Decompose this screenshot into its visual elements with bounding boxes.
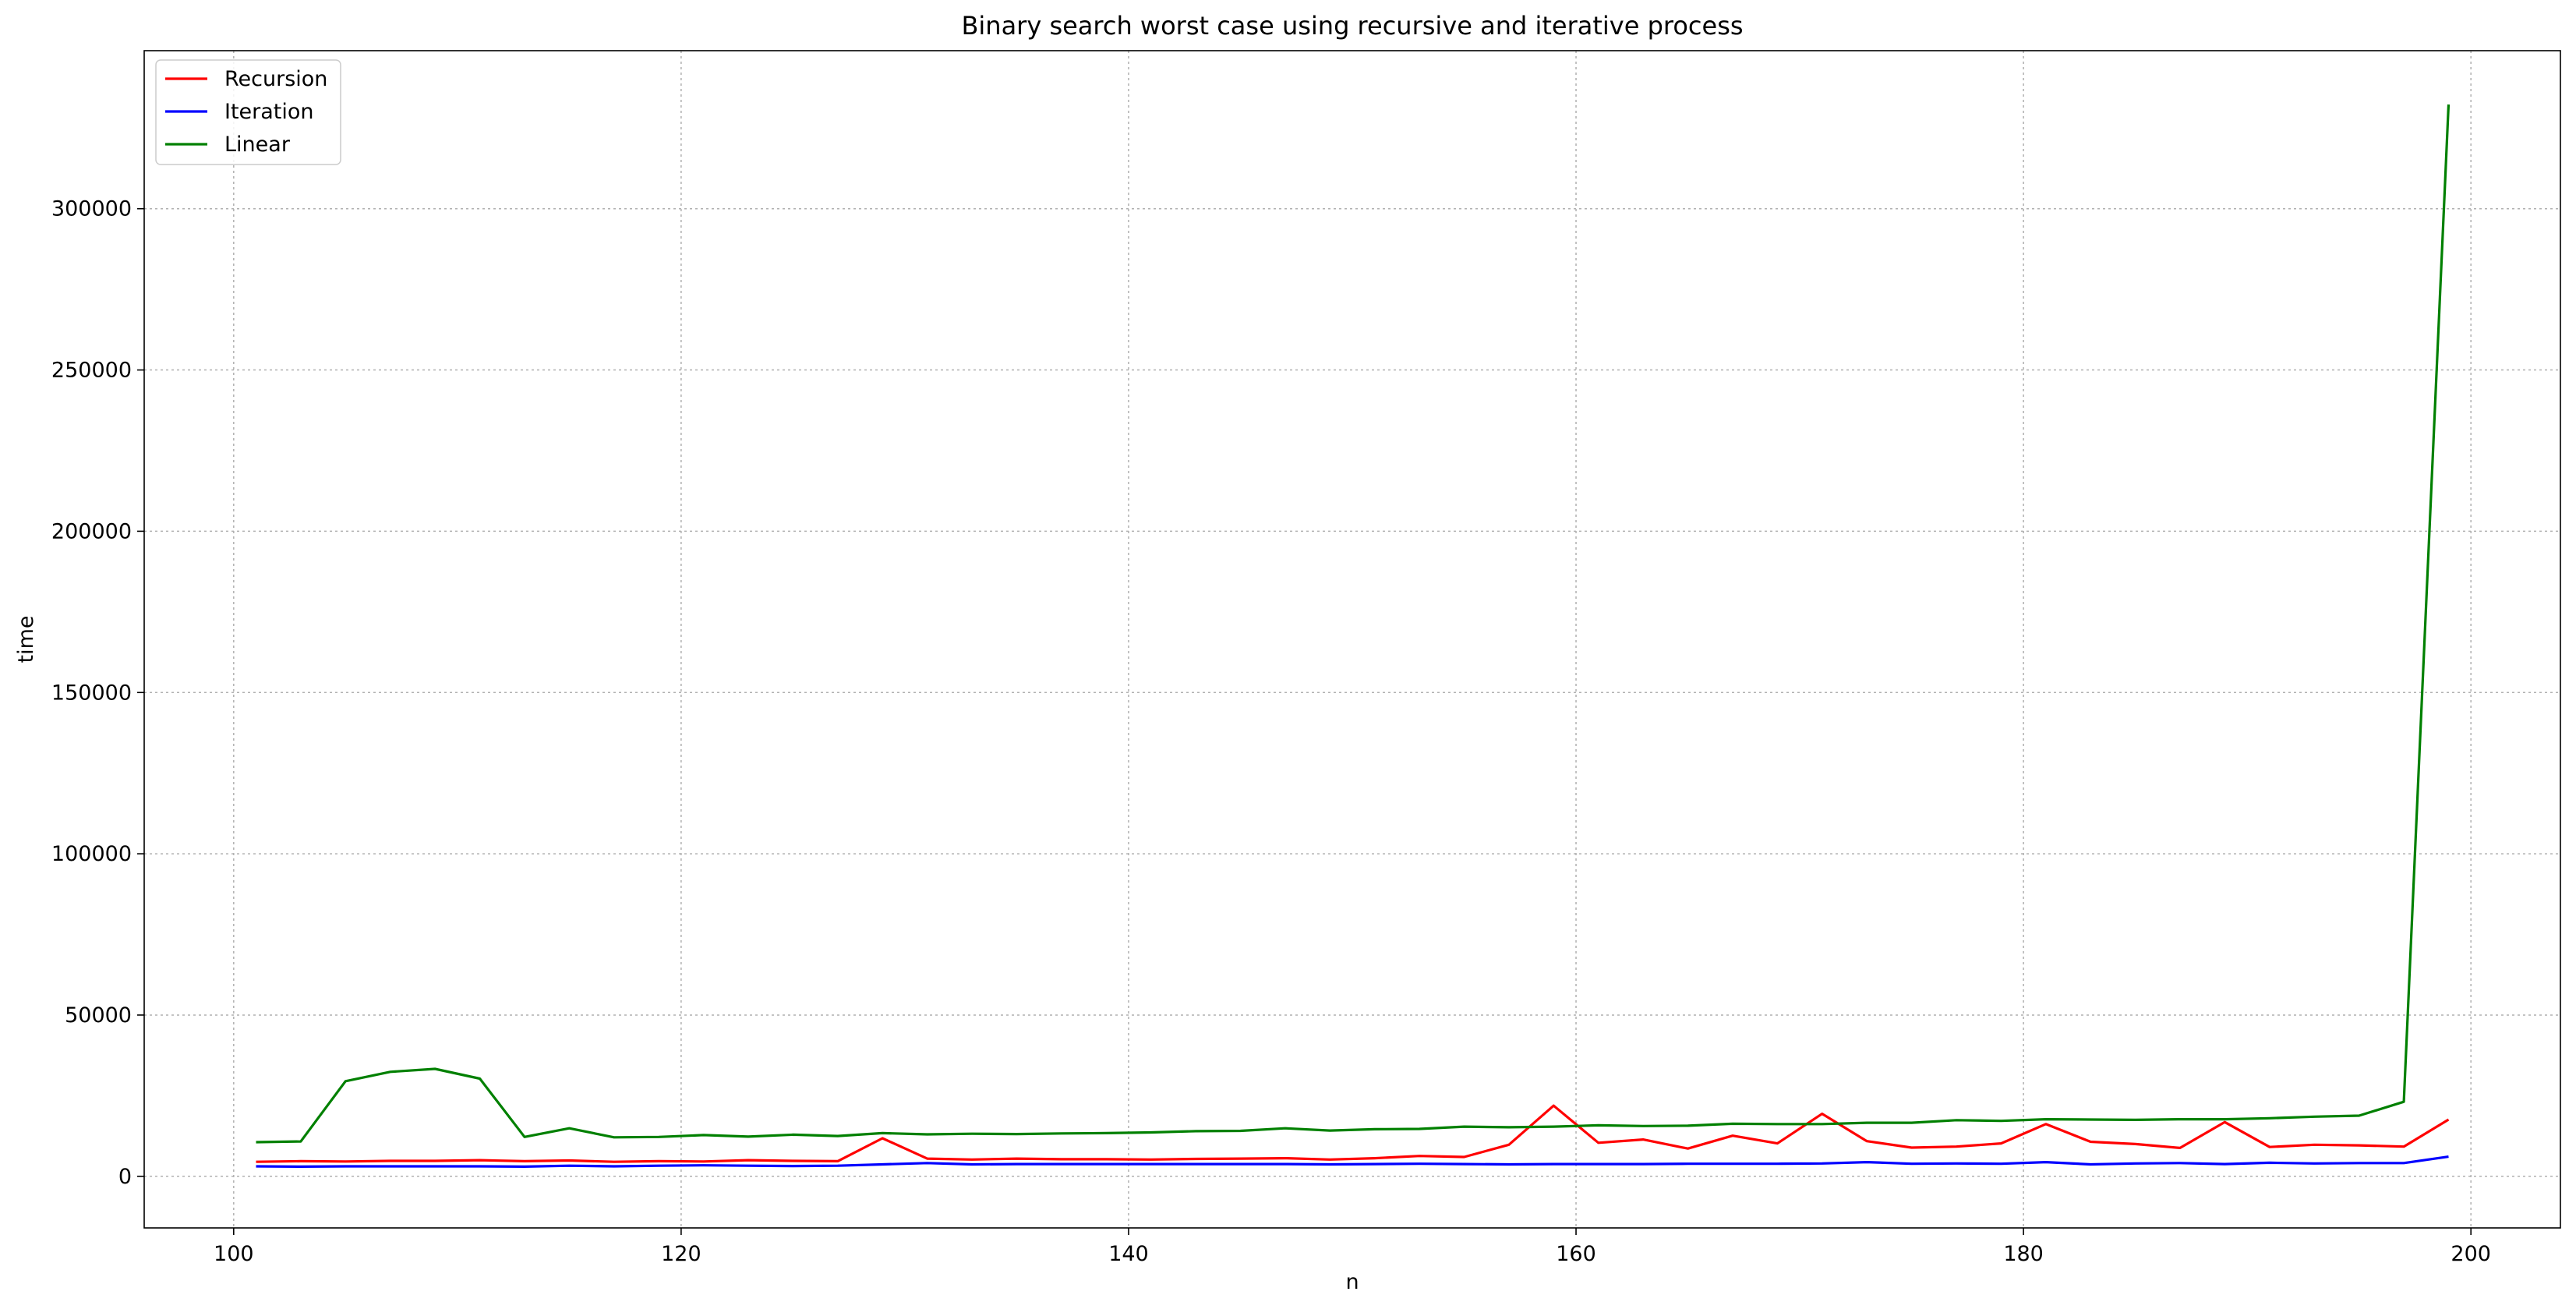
chart-title: Binary search worst case using recursive…	[961, 11, 1743, 41]
y-tick-label: 150000	[51, 681, 132, 705]
series-line-iteration	[256, 1155, 2449, 1169]
series-line-linear	[256, 104, 2451, 1144]
x-tick-label: 180	[2003, 1242, 2044, 1266]
x-tick-label: 160	[1556, 1242, 1596, 1266]
x-tick-label: 200	[2451, 1242, 2491, 1266]
plot-frame	[143, 50, 2561, 1229]
grid	[144, 51, 2560, 1228]
y-tick-label: 300000	[51, 197, 132, 221]
y-tick-label: 200000	[51, 519, 132, 543]
x-tick-label: 100	[214, 1242, 254, 1266]
legend-label-linear: Linear	[224, 133, 291, 157]
y-tick-label: 0	[118, 1165, 132, 1189]
legend: Recursion Iteration Linear	[155, 59, 341, 165]
y-tick-label: 50000	[65, 1003, 132, 1028]
series-line-recursion	[256, 1104, 2450, 1163]
y-tick-label: 100000	[51, 842, 132, 866]
series-group	[256, 104, 2451, 1169]
y-axis-label: time	[14, 615, 38, 663]
y-tick-label: 250000	[51, 359, 132, 383]
x-axis-label: n	[1345, 1270, 1359, 1294]
x-tick-label: 120	[661, 1242, 701, 1266]
legend-label-iteration: Iteration	[224, 100, 314, 124]
legend-label-recursion: Recursion	[224, 67, 327, 91]
legend-box	[155, 59, 341, 165]
axis-ticks: 100 120 140 160 180 200 0 50000 100000 150000 2000…	[51, 197, 2491, 1266]
x-tick-label: 140	[1108, 1242, 1149, 1266]
